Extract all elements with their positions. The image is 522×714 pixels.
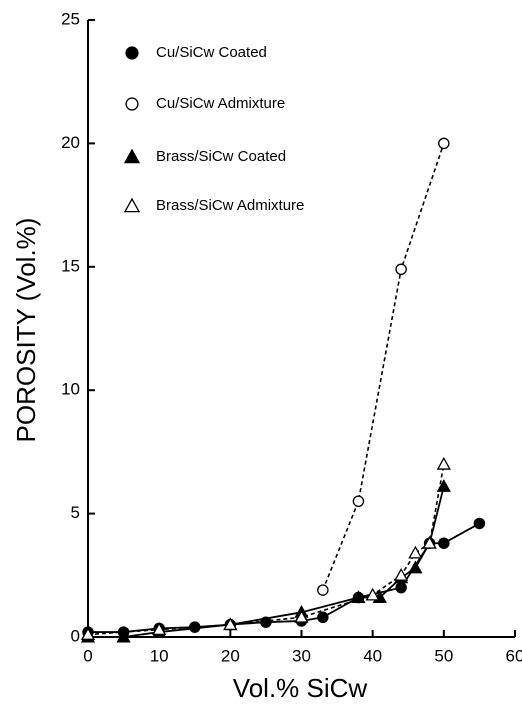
x-tick-label: 30 — [292, 646, 311, 665]
marker — [152, 622, 167, 636]
x-tick-label: 20 — [221, 646, 240, 665]
legend-label: Cu/SiCw Admixture — [156, 95, 285, 112]
marker — [436, 479, 451, 492]
y-tick-label: 5 — [71, 503, 80, 522]
x-tick-label: 50 — [434, 646, 453, 665]
marker — [394, 567, 409, 581]
x-tick-label: 60 — [506, 646, 522, 665]
marker — [395, 263, 407, 276]
marker — [436, 456, 451, 470]
y-tick-label: 25 — [61, 9, 80, 28]
marker — [352, 495, 365, 508]
y-tick-label: 20 — [61, 133, 80, 152]
legend-marker — [125, 97, 139, 111]
marker — [317, 611, 329, 624]
y-tick-label: 15 — [61, 256, 80, 275]
legend-marker — [125, 46, 139, 60]
marker — [438, 137, 450, 150]
y-tick-label: 0 — [71, 626, 80, 645]
marker — [317, 584, 329, 596]
y-axis-title: POROSITY (Vol.%) — [11, 218, 41, 443]
marker — [294, 609, 309, 623]
marker — [80, 627, 96, 640]
legend-label: Brass/SiCw Coated — [156, 148, 286, 165]
series-line — [322, 143, 445, 591]
x-axis-title: Vol.% SiCw — [233, 673, 368, 703]
marker — [473, 517, 486, 530]
x-tick-label: 40 — [363, 646, 382, 665]
x-tick-label: 0 — [83, 646, 92, 665]
marker — [223, 617, 238, 631]
legend-marker — [123, 148, 141, 164]
marker — [395, 581, 407, 594]
x-tick-label: 10 — [150, 646, 169, 665]
marker — [365, 587, 380, 601]
marker — [438, 537, 450, 549]
legend-label: Brass/SiCw Admixture — [156, 197, 304, 214]
marker — [408, 560, 423, 574]
legend-label: Cu/SiCw Coated — [156, 44, 267, 61]
legend-marker — [123, 197, 141, 213]
marker — [116, 629, 131, 643]
marker — [408, 545, 423, 559]
series-line — [88, 486, 445, 638]
marker — [422, 535, 437, 549]
y-tick-label: 10 — [61, 380, 80, 399]
series-line — [87, 464, 445, 636]
marker — [351, 590, 366, 603]
